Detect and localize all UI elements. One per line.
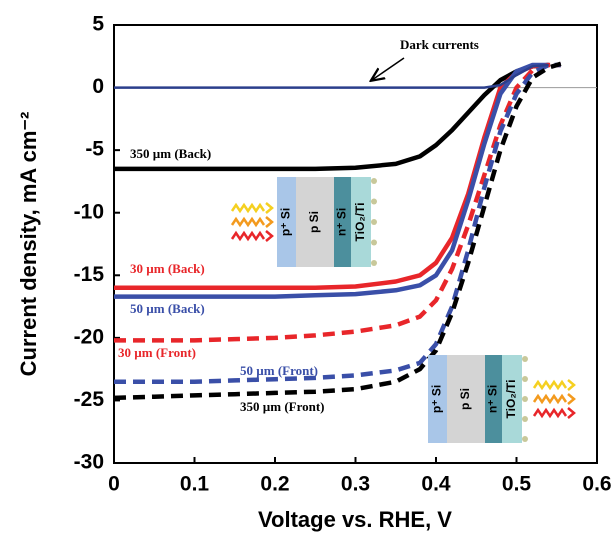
inset-dot <box>522 356 528 362</box>
inset-layer <box>428 355 447 443</box>
series-label: 50 µm (Front) <box>240 363 318 378</box>
x-tick-label: 0 <box>108 473 120 496</box>
inset-dot <box>371 198 377 205</box>
light-arrow <box>532 393 568 405</box>
inset: p⁺ Si p Si n⁺ Si TiO₂/Ti <box>428 355 576 443</box>
light-arrow-head <box>265 230 274 242</box>
inset-layer <box>351 177 371 267</box>
y-tick-label: -15 <box>74 263 105 286</box>
light-arrow-head <box>265 216 274 228</box>
inset-layer <box>485 355 502 443</box>
series-line <box>114 62 561 384</box>
y-tick-label: -5 <box>85 138 104 161</box>
light-arrow <box>532 379 568 391</box>
light-arrow-head <box>567 407 576 419</box>
inset-layer-label: p⁺ Si <box>279 208 293 236</box>
inset-layer <box>334 177 351 267</box>
inset-layer <box>447 355 485 443</box>
inset-dot <box>522 396 528 402</box>
inset-layer-label: TiO₂/Ti <box>504 380 518 419</box>
series-line <box>114 62 549 172</box>
inset-dot <box>371 219 377 225</box>
inset-layer-label: n⁺ Si <box>486 385 500 413</box>
light-arrow <box>230 230 266 242</box>
y-tick-label: -10 <box>74 200 104 223</box>
x-tick-label: 0.4 <box>421 473 451 496</box>
inset: p⁺ Si p Si n⁺ Si TiO₂/Ti <box>230 177 377 267</box>
y-axis-label: Current density, mA cm⁻² <box>16 112 41 377</box>
x-tick-label: 0.6 <box>582 473 611 496</box>
inset-layer-label: n⁺ Si <box>335 208 349 236</box>
inset-dot <box>371 260 377 266</box>
series-label: 30 µm (Back) <box>130 261 205 276</box>
inset-layer <box>296 177 334 267</box>
inset-layer <box>502 355 522 443</box>
series-label: 350 µm (Front) <box>240 399 325 414</box>
y-tick-label: 0 <box>92 75 104 98</box>
light-arrow <box>230 216 266 228</box>
x-tick-label: 0.2 <box>260 473 289 496</box>
x-tick-label: 0.1 <box>180 473 210 496</box>
series-line <box>114 62 561 343</box>
inset-dot <box>371 178 377 184</box>
series-line <box>113 61 562 401</box>
light-arrow <box>230 202 266 214</box>
x-tick-label: 0.3 <box>341 473 370 496</box>
inset-layer-label: p Si <box>458 388 472 410</box>
annotation: Dark currents <box>400 37 479 52</box>
y-tick-label: 5 <box>92 13 104 36</box>
series-line <box>114 62 549 299</box>
inset-dot <box>522 376 528 382</box>
light-arrow <box>532 407 568 419</box>
light-arrow-head <box>567 379 576 391</box>
light-arrow-head <box>265 202 274 214</box>
y-tick-label: -25 <box>74 388 105 411</box>
y-tick-label: -20 <box>74 325 104 348</box>
inset-layer <box>277 177 296 267</box>
inset-dot <box>522 416 528 422</box>
inset-dot <box>522 436 528 442</box>
y-tick-label: -30 <box>74 451 104 474</box>
inset-dot <box>371 239 377 246</box>
annotation-arrow <box>372 57 405 80</box>
inset-layer-label: TiO₂/Ti <box>353 203 367 242</box>
series-label: 50 µm (Back) <box>130 301 205 316</box>
x-tick-label: 0.5 <box>502 473 532 496</box>
inset-layer-label: p Si <box>307 211 321 233</box>
x-axis-label: Voltage vs. RHE, V <box>258 507 452 532</box>
series-label: 30 µm (Front) <box>118 345 196 360</box>
light-arrow-head <box>567 393 576 405</box>
series-label: 350 µm (Back) <box>130 146 211 161</box>
inset-layer-label: p⁺ Si <box>430 385 444 413</box>
series-line <box>114 63 549 89</box>
